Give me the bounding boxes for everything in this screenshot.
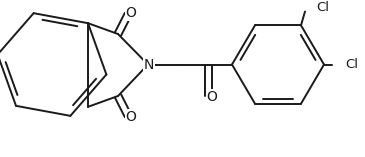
Text: O: O xyxy=(126,110,137,124)
Text: N: N xyxy=(144,57,154,71)
Text: O: O xyxy=(126,6,137,20)
Text: Cl: Cl xyxy=(316,1,330,14)
Text: O: O xyxy=(207,90,218,104)
Text: Cl: Cl xyxy=(346,58,358,71)
